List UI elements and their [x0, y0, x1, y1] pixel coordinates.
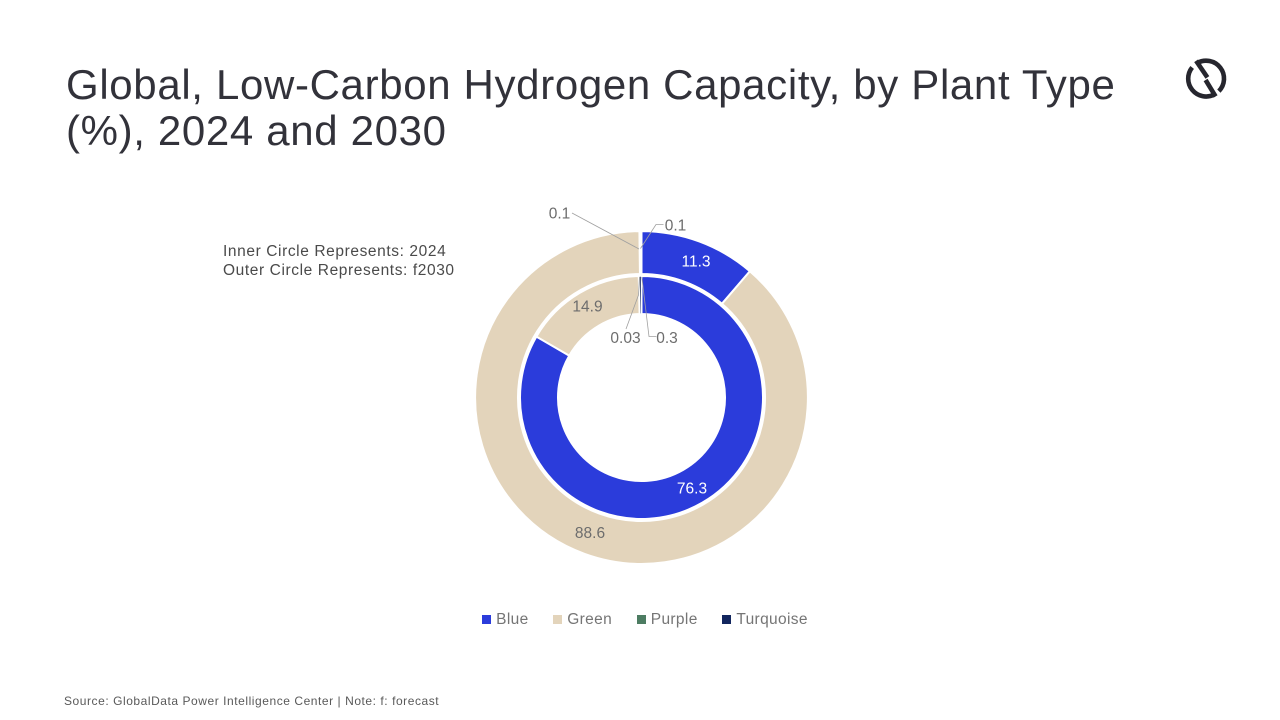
svg-text:0.1: 0.1 — [665, 218, 687, 235]
svg-text:88.6: 88.6 — [575, 525, 605, 542]
svg-text:14.9: 14.9 — [572, 299, 602, 316]
svg-text:11.3: 11.3 — [681, 254, 710, 271]
svg-text:76.3: 76.3 — [677, 481, 707, 498]
svg-text:0.03: 0.03 — [610, 330, 640, 347]
svg-text:0.1: 0.1 — [549, 206, 571, 223]
svg-text:0.3: 0.3 — [656, 330, 678, 347]
